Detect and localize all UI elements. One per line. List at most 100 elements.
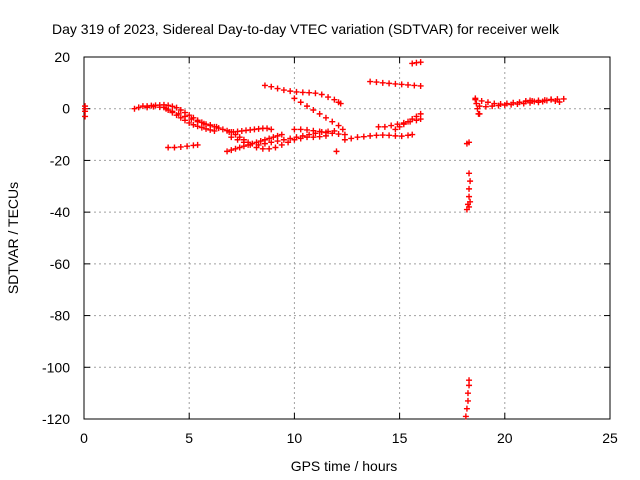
data-point: [268, 139, 275, 146]
data-point: [316, 128, 323, 135]
data-point: [388, 122, 395, 129]
chart-title: Day 319 of 2023, Sidereal Day-to-day VTE…: [52, 21, 560, 37]
data-point: [304, 103, 311, 110]
data-point: [293, 134, 300, 141]
data-point: [341, 136, 348, 143]
data-point: [200, 120, 207, 127]
series-s21: [462, 377, 473, 420]
data-point: [82, 108, 89, 115]
data-point: [268, 126, 275, 133]
data-point: [411, 82, 418, 89]
data-point: [339, 126, 346, 133]
data-point: [268, 83, 275, 90]
plot-frame: [83, 56, 611, 420]
series-s12: [291, 95, 346, 133]
data-point: [186, 112, 193, 119]
data-point: [306, 89, 313, 96]
data-point: [299, 89, 306, 96]
data-point: [527, 97, 534, 104]
data-point: [131, 105, 138, 112]
data-point: [379, 132, 386, 139]
data-point: [165, 144, 172, 151]
data-point: [405, 81, 412, 88]
data-point: [274, 132, 281, 139]
data-point: [473, 100, 480, 107]
series-s25: [522, 96, 563, 106]
series-s10: [291, 126, 348, 138]
data-point: [219, 126, 226, 133]
data-point: [417, 59, 424, 66]
y-tick-label: -20: [50, 152, 70, 168]
data-point: [409, 116, 416, 123]
data-point: [264, 125, 271, 132]
x-tick-label: 25: [602, 430, 618, 446]
data-point: [236, 144, 243, 151]
data-point: [188, 116, 195, 123]
data-point: [543, 97, 550, 104]
data-point: [261, 140, 268, 147]
data-point: [207, 126, 214, 133]
data-point: [466, 193, 473, 200]
data-point: [272, 144, 279, 151]
data-point: [417, 116, 424, 123]
data-point: [466, 170, 473, 177]
data-point: [150, 103, 157, 110]
data-point: [476, 103, 483, 110]
data-point: [556, 98, 563, 105]
data-point: [169, 109, 176, 116]
data-point: [466, 139, 473, 146]
data-point: [417, 110, 424, 117]
data-point: [247, 141, 254, 148]
y-tick-label: -120: [42, 411, 70, 427]
x-tick-label: 15: [392, 430, 408, 446]
data-point: [228, 134, 235, 141]
data-point: [213, 123, 220, 130]
data-point: [297, 99, 304, 106]
series-s20: [463, 170, 474, 213]
data-point: [291, 126, 298, 133]
data-point: [409, 131, 416, 138]
series-s13: [333, 148, 340, 155]
data-point: [310, 107, 317, 114]
data-point: [464, 397, 471, 404]
data-point: [560, 95, 567, 102]
y-axis: -120 -100 -80 -60 -40 -20 0 20: [42, 49, 610, 427]
series-s1: [82, 103, 89, 120]
data-point: [322, 114, 329, 121]
data-point: [285, 139, 292, 146]
data-point: [367, 78, 374, 85]
x-axis: 0 5 10 15 20 25: [80, 57, 618, 446]
grid: [84, 57, 610, 419]
data-point: [392, 132, 399, 139]
x-tick-label: 0: [80, 430, 88, 446]
data-point: [177, 114, 184, 121]
data-point: [190, 121, 197, 128]
data-points: [82, 59, 567, 420]
data-point: [373, 132, 380, 139]
data-point: [194, 141, 201, 148]
data-point: [316, 133, 323, 140]
data-point: [531, 98, 538, 105]
data-point: [466, 185, 473, 192]
data-point: [278, 141, 285, 148]
data-point: [186, 119, 193, 126]
data-point: [495, 102, 502, 109]
data-point: [413, 113, 420, 120]
x-tick-label: 20: [497, 430, 513, 446]
data-point: [381, 123, 388, 130]
data-point: [291, 95, 298, 102]
series-s16: [392, 110, 424, 133]
series-s18: [409, 59, 424, 67]
data-point: [304, 126, 311, 133]
data-point: [261, 82, 268, 89]
y-tick-label: -100: [42, 359, 70, 375]
data-point: [287, 88, 294, 95]
data-point: [234, 136, 241, 143]
data-point: [476, 110, 483, 117]
data-point: [135, 104, 142, 111]
data-point: [224, 148, 231, 155]
data-point: [400, 121, 407, 128]
data-point: [270, 134, 277, 141]
data-point: [489, 103, 496, 110]
